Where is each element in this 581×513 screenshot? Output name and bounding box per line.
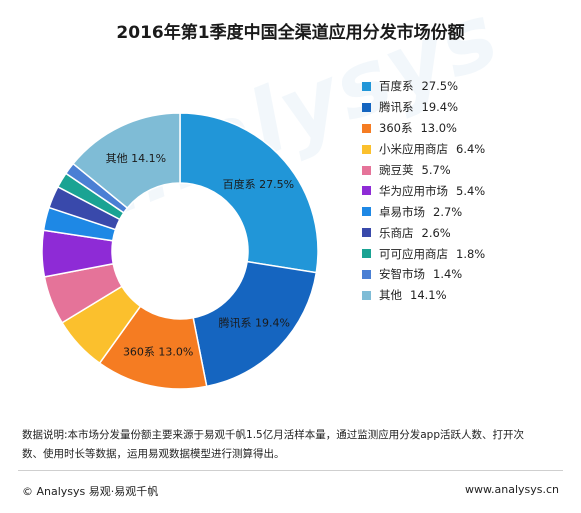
slice-label-3: 其他 14.1% xyxy=(106,152,166,165)
legend-swatch xyxy=(362,269,371,279)
legend-label: 卓易市场 xyxy=(379,204,425,219)
legend-item: 腾讯系 19.4% xyxy=(362,97,572,118)
slice-label-2: 360系 13.0% xyxy=(123,346,193,359)
legend-value: 5.7% xyxy=(421,163,451,177)
legend-item: 华为应用市场 5.4% xyxy=(362,180,572,201)
legend-item: 乐商店 2.6% xyxy=(362,222,572,243)
legend-swatch xyxy=(362,81,371,91)
donut-chart: 百度系 27.5% 腾讯系 19.4% 360系 13.0% 其他 14.1% xyxy=(41,112,319,390)
slice-label-1: 腾讯系 19.4% xyxy=(218,315,289,329)
legend-swatch xyxy=(362,186,371,196)
legend-swatch xyxy=(362,144,371,154)
legend-label: 华为应用市场 xyxy=(379,183,448,198)
footer-divider xyxy=(18,470,563,471)
legend-value: 2.7% xyxy=(433,204,463,219)
legend-swatch xyxy=(362,290,371,300)
data-note: 数据说明:本市场分发量份额主要来源于易观千帆1.5亿月活样本量，通过监测应用分发… xyxy=(22,429,524,460)
legend-label: 豌豆荚 xyxy=(379,163,414,177)
legend-item: 百度系 27.5% xyxy=(362,76,572,97)
legend-label: 其他 xyxy=(379,288,402,303)
legend-label: 百度系 xyxy=(379,79,414,94)
legend-label: 小米应用商店 xyxy=(379,142,448,157)
footer-copyright: © Analysys 易观·易观千帆 xyxy=(22,485,159,498)
legend-item: 安智市场 1.4% xyxy=(362,264,572,285)
legend-value: 2.6% xyxy=(421,225,451,240)
legend-item: 小米应用商店 6.4% xyxy=(362,139,572,160)
donut-slice-0 xyxy=(179,112,319,274)
legend-swatch xyxy=(362,165,371,175)
legend-label: 360系 xyxy=(379,121,413,136)
legend-item: 卓易市场 2.7% xyxy=(362,201,572,222)
legend-swatch xyxy=(362,249,371,259)
legend-item: 豌豆荚 5.7% xyxy=(362,160,572,181)
chart-title: 2016年第1季度中国全渠道应用分发市场份额 xyxy=(116,23,465,43)
footer-url[interactable]: www.analysys.cn xyxy=(465,483,559,496)
donut-slice-10 xyxy=(72,112,181,210)
legend-value: 1.8% xyxy=(456,246,486,261)
legend-swatch xyxy=(362,207,371,217)
legend-swatch xyxy=(362,102,371,112)
legend-value: 27.5% xyxy=(421,79,459,94)
legend-value: 19.4% xyxy=(421,100,459,115)
legend-label: 安智市场 xyxy=(379,267,425,282)
legend-label: 可可应用商店 xyxy=(379,246,448,261)
donut-slice-1 xyxy=(192,260,318,388)
legend: 百度系 27.5% 腾讯系 19.4% 360系 13.0% 小米应用商店 6.4% 豌豆荚 5.… xyxy=(362,76,572,306)
legend-value: 14.1% xyxy=(410,288,447,303)
legend-swatch xyxy=(362,228,371,238)
slice-label-0: 百度系 27.5% xyxy=(223,177,294,191)
legend-item: 360系 13.0% xyxy=(362,118,572,139)
legend-value: 1.4% xyxy=(433,267,463,282)
legend-value: 13.0% xyxy=(420,121,457,136)
legend-item: 可可应用商店 1.8% xyxy=(362,243,572,264)
legend-value: 5.4% xyxy=(456,183,486,198)
legend-label: 乐商店 xyxy=(379,225,414,240)
legend-label: 腾讯系 xyxy=(379,100,414,115)
legend-item: 其他 14.1% xyxy=(362,285,572,306)
legend-swatch xyxy=(362,123,371,133)
legend-value: 6.4% xyxy=(456,142,486,157)
